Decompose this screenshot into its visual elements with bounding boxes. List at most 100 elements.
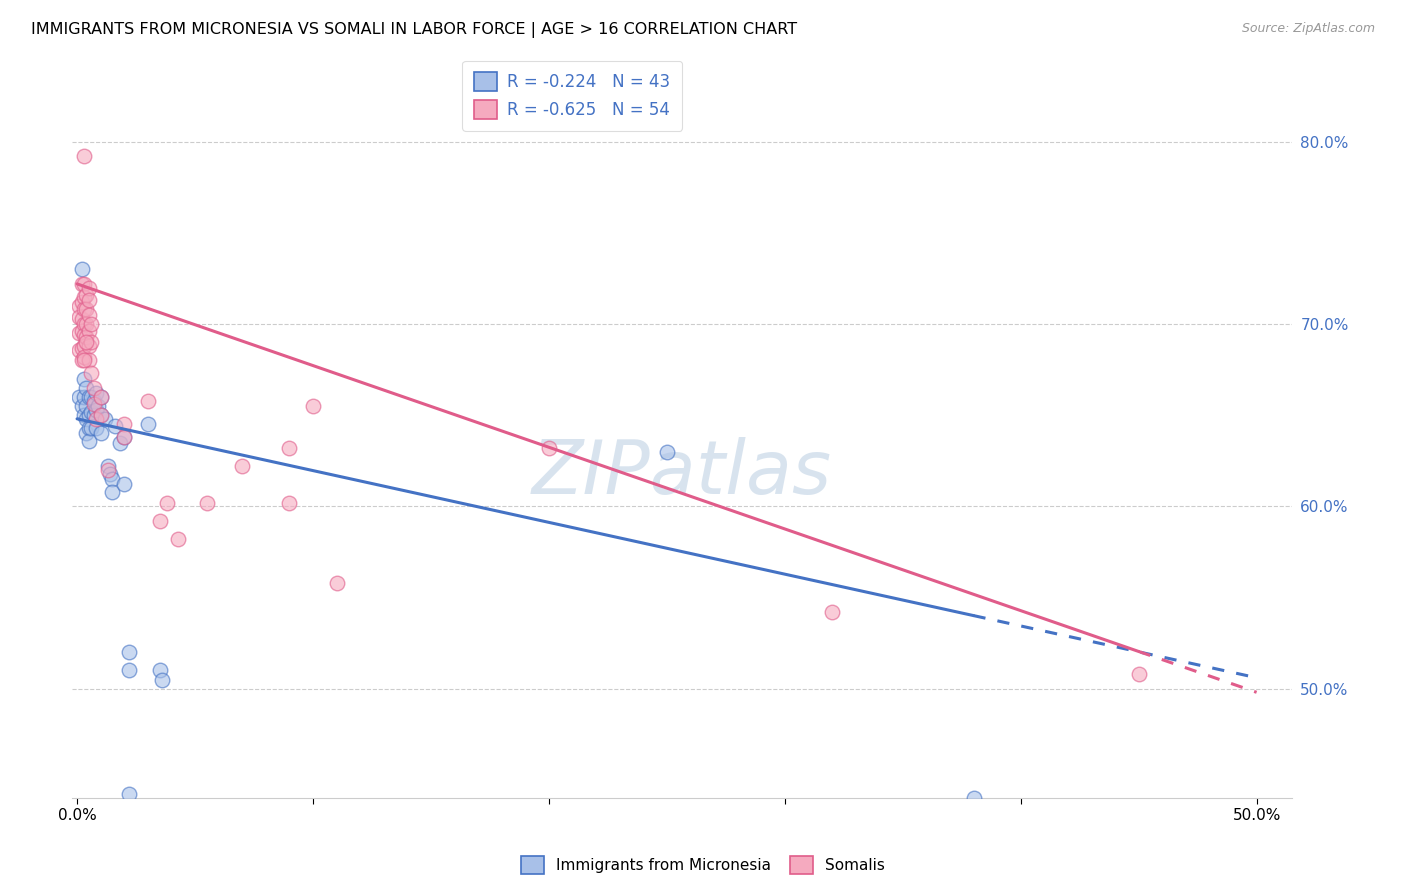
Point — [73, 353, 96, 368]
Point — [70, 311, 93, 326]
Legend: R = -0.224   N = 43, R = -0.625   N = 54: R = -0.224 N = 43, R = -0.625 N = 54 — [463, 61, 682, 131]
Point — [76, 330, 98, 344]
Point — [67, 390, 90, 404]
Point — [70, 341, 93, 355]
Point — [98, 467, 121, 481]
Point — [136, 417, 159, 432]
Point — [278, 441, 301, 455]
Point — [76, 335, 98, 350]
Point — [278, 496, 301, 510]
Point — [83, 408, 105, 422]
Point — [149, 664, 172, 678]
Point — [67, 299, 90, 313]
Point — [77, 293, 100, 308]
Point — [167, 532, 190, 546]
Point — [80, 366, 103, 380]
Point — [90, 408, 112, 422]
Point — [80, 390, 103, 404]
Point — [67, 326, 90, 340]
Point — [302, 399, 325, 413]
Point — [76, 412, 98, 426]
Point — [73, 290, 96, 304]
Point — [821, 605, 844, 619]
Point — [150, 673, 173, 687]
Point — [101, 472, 124, 486]
Point — [73, 350, 96, 364]
Point — [83, 393, 105, 408]
Point — [73, 390, 96, 404]
Point — [77, 434, 100, 448]
Point — [231, 459, 253, 474]
Point — [80, 404, 103, 418]
Point — [90, 390, 112, 404]
Point — [73, 302, 96, 317]
Point — [77, 408, 100, 422]
Point — [97, 463, 120, 477]
Point — [77, 353, 100, 368]
Point — [1128, 667, 1150, 681]
Point — [537, 441, 560, 455]
Text: Source: ZipAtlas.com: Source: ZipAtlas.com — [1241, 22, 1375, 36]
Point — [73, 327, 96, 342]
Point — [104, 419, 127, 434]
Point — [156, 496, 179, 510]
Point — [90, 408, 112, 422]
Point — [70, 262, 93, 277]
Point — [84, 412, 107, 426]
Point — [77, 421, 100, 435]
Point — [76, 288, 98, 302]
Point — [76, 302, 98, 317]
Point — [77, 324, 100, 338]
Point — [70, 324, 93, 338]
Text: IMMIGRANTS FROM MICRONESIA VS SOMALI IN LABOR FORCE | AGE > 16 CORRELATION CHART: IMMIGRANTS FROM MICRONESIA VS SOMALI IN … — [31, 22, 797, 38]
Point — [87, 399, 110, 413]
Point — [136, 393, 159, 408]
Point — [77, 308, 100, 322]
Point — [84, 402, 107, 417]
Point — [70, 277, 93, 291]
Point — [97, 459, 120, 474]
Point — [76, 426, 98, 441]
Point — [77, 339, 100, 353]
Point — [118, 788, 141, 802]
Point — [655, 444, 678, 458]
Point — [112, 430, 135, 444]
Legend: Immigrants from Micronesia, Somalis: Immigrants from Micronesia, Somalis — [515, 850, 891, 880]
Point — [118, 664, 141, 678]
Point — [73, 277, 96, 291]
Point — [77, 390, 100, 404]
Point — [80, 317, 103, 331]
Point — [70, 353, 93, 368]
Point — [70, 399, 93, 413]
Point — [83, 381, 105, 395]
Text: ZIPatlas: ZIPatlas — [531, 437, 832, 509]
Point — [73, 408, 96, 422]
Point — [112, 417, 135, 432]
Point — [325, 575, 347, 590]
Point — [83, 397, 105, 411]
Point — [108, 435, 131, 450]
Point — [73, 339, 96, 353]
Point — [101, 484, 124, 499]
Point — [962, 791, 984, 805]
Point — [73, 149, 96, 163]
Point — [80, 335, 103, 350]
Point — [73, 317, 96, 331]
Point — [67, 310, 90, 324]
Point — [70, 295, 93, 310]
Point — [118, 645, 141, 659]
Point — [73, 372, 96, 386]
Point — [77, 280, 100, 294]
Point — [90, 390, 112, 404]
Point — [90, 426, 112, 441]
Point — [195, 496, 218, 510]
Point — [112, 430, 135, 444]
Point — [84, 386, 107, 401]
Point — [76, 381, 98, 395]
Point — [80, 421, 103, 435]
Point — [149, 514, 172, 528]
Point — [76, 317, 98, 331]
Point — [67, 343, 90, 357]
Point — [84, 421, 107, 435]
Point — [94, 412, 117, 426]
